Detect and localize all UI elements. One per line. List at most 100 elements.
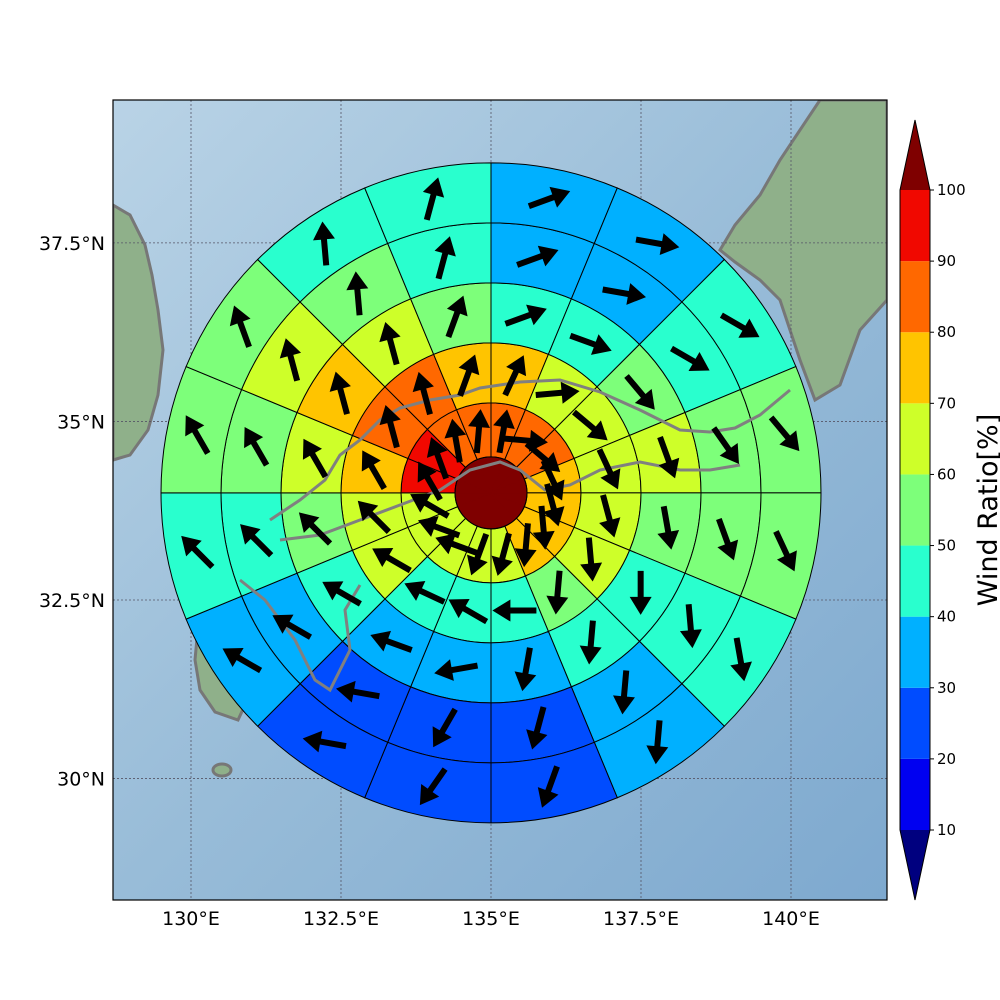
y-tick-label: 30°N — [57, 769, 105, 791]
wind-arrow — [302, 438, 329, 479]
x-tick-label: 130°E — [162, 908, 220, 930]
wind-arrow — [504, 304, 547, 327]
wind-arrow — [635, 233, 680, 255]
wind-arrow — [527, 186, 571, 209]
wind-arrow — [426, 437, 449, 480]
korea-landmass — [113, 203, 165, 462]
y-tick-label: 37.5°N — [39, 233, 105, 255]
wind-arrow — [417, 516, 461, 539]
wind-arrow — [361, 450, 387, 490]
wind-ratio-polar-grid — [160, 162, 822, 824]
colorbar-tick-label: 10 — [937, 821, 956, 839]
center-circle-outline — [454, 456, 528, 530]
wind-arrow — [629, 570, 652, 615]
wind-arrow — [579, 620, 602, 665]
wind-arrow — [730, 637, 752, 682]
wind-arrow — [719, 312, 760, 338]
wind-arrow — [599, 494, 621, 538]
wind-arrow — [535, 381, 580, 404]
colorbar-extend-min — [900, 830, 930, 900]
landmass-layer — [113, 100, 887, 778]
wind-arrow — [329, 371, 351, 415]
x-tick-label: 135°E — [462, 908, 520, 930]
wind-arrow — [467, 532, 490, 576]
x-axis-tick-labels: 130°E 132.5°E 135°E 137.5°E 140°E — [162, 908, 820, 930]
wind-arrow — [546, 570, 569, 615]
wind-arrow — [434, 236, 456, 280]
wind-arrow — [444, 418, 467, 463]
wind-arrow — [543, 483, 565, 527]
wind-arrow — [711, 426, 740, 465]
wind-arrow — [516, 245, 559, 268]
colorbar-tick-label: 40 — [937, 608, 956, 626]
wind-arrow — [432, 707, 458, 748]
wind-arrow — [379, 404, 401, 449]
colorbar-segment — [900, 616, 930, 688]
map-panel — [112, 99, 888, 901]
wind-arrow — [571, 409, 608, 441]
wind-arrow — [417, 461, 443, 502]
y-tick-label: 32.5°N — [39, 590, 105, 612]
wind-arrow — [768, 415, 800, 452]
wind-arrow — [222, 648, 263, 674]
wind-arrow — [272, 614, 312, 640]
wind-arrow — [670, 345, 710, 372]
wind-arrow — [514, 523, 537, 568]
colorbar-segment — [900, 687, 930, 759]
wind-arrow — [468, 409, 491, 454]
y-axis-tick-labels: 30°N 32.5°N 35°N 37.5°N — [39, 233, 105, 791]
wind-arrow — [313, 221, 335, 266]
colorbar: 10 20 30 40 50 60 70 80 90 100 — [899, 119, 966, 901]
wind-arrow — [346, 271, 369, 316]
wind-arrow — [503, 429, 548, 452]
map-frame — [112, 99, 888, 901]
wind-arrow — [302, 730, 347, 753]
colorbar-segment — [900, 403, 930, 475]
wind-arrow — [613, 670, 635, 715]
wind-arrow — [229, 305, 252, 348]
coastline-path — [269, 378, 791, 522]
wind-arrow — [657, 436, 680, 479]
wind-arrow — [410, 493, 450, 519]
wind-arrow — [181, 535, 215, 570]
wind-arrow — [679, 604, 702, 649]
wind-arrow — [244, 426, 270, 467]
wind-arrow — [435, 533, 478, 556]
wind-arrow — [532, 505, 555, 550]
wind-arrow — [279, 338, 302, 382]
wind-direction-arrows — [181, 177, 800, 808]
wind-arrow — [448, 599, 489, 625]
wind-arrow — [526, 706, 548, 750]
wind-arrow — [357, 500, 391, 534]
colorbar-segment — [900, 474, 930, 546]
wind-arrow — [335, 680, 380, 703]
wind-arrow — [412, 371, 434, 416]
island — [211, 762, 233, 778]
colorbar-segment — [900, 190, 930, 262]
wind-arrow — [514, 647, 537, 692]
wind-arrow — [372, 547, 412, 574]
x-tick-label: 132.5°E — [303, 908, 379, 930]
x-tick-label: 140°E — [762, 908, 820, 930]
x-tick-label: 137.5°E — [603, 908, 679, 930]
colorbar-segment — [900, 545, 930, 617]
coastline-path — [239, 578, 362, 693]
wind-arrow — [502, 355, 527, 397]
wind-arrow — [419, 767, 448, 806]
colorbar-segment — [900, 332, 930, 404]
colorbar-tick-label: 100 — [937, 181, 966, 199]
wind-arrow — [624, 374, 655, 410]
colorbar-extend-max — [900, 120, 930, 190]
wind-arrow — [716, 517, 739, 561]
wind-arrow — [493, 409, 515, 454]
honshu-north-landmass — [718, 100, 887, 403]
wind-arrow — [379, 321, 401, 366]
wind-arrow — [434, 659, 479, 681]
wind-arrow — [404, 580, 446, 605]
colorbar-tick-label: 80 — [937, 323, 956, 341]
wind-arrow — [370, 630, 413, 653]
wind-arrow — [596, 448, 621, 490]
colorbar-title: Wind Ratio[%] — [973, 414, 1000, 606]
wind-arrow — [602, 283, 647, 305]
wind-arrow — [569, 332, 612, 355]
